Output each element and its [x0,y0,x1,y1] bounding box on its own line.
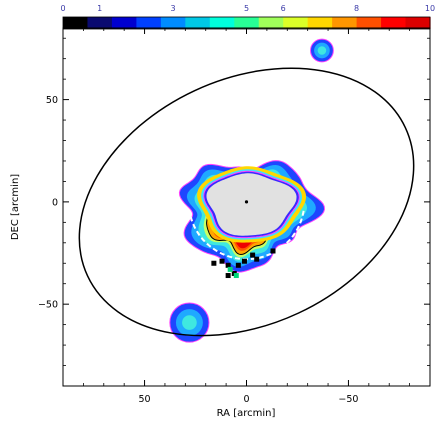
y-tick-label: 0 [52,197,58,208]
colorbar-tick-label: 5 [244,4,249,13]
colorbar-segment [160,17,186,29]
colorbar-tick-label: 1 [97,4,102,13]
black-source-marker [219,258,225,264]
y-tick-label: −50 [38,300,58,311]
colorbar-tick-label: 8 [354,4,359,13]
black-source-marker [241,258,247,264]
emission-blob-peak [317,46,327,55]
overlays [78,67,415,337]
black-source-marker [235,262,241,268]
x-tick-label: 0 [243,394,249,405]
colorbar-segment [63,17,89,29]
center-marker [244,200,249,204]
green-source-marker [233,273,239,279]
colorbar-tick-label: 6 [281,4,286,13]
plot-area: 50 0 −50 50 0 −50 [38,27,431,405]
colorbar-tick-label: 3 [171,4,176,13]
colorbar-segment [209,17,235,29]
colorbar-tick-label: 0 [60,4,65,13]
colorbar-segment [405,17,431,29]
colorbar-segment [234,17,260,29]
y-tick-label: 50 [46,95,58,106]
central-hole [206,173,297,236]
colorbar: 0 1 3 5 6 8 10 [60,4,435,30]
colorbar-segment [356,17,382,29]
black-source-marker [254,256,260,262]
colorbar-segment [111,17,137,29]
black-source-marker [225,273,231,279]
axis-ticks: 50 0 −50 50 0 −50 [38,28,430,405]
colorbar-segment [307,17,333,29]
colorbar-segment [258,17,284,29]
ellipse-region [78,67,415,337]
black-source-marker [225,262,231,268]
black-source-marker [250,252,256,258]
emission-map [169,38,334,343]
green-source-marker [227,266,233,272]
colorbar-tick-label: 10 [425,4,435,13]
colorbar-segment [87,17,113,29]
black-source-marker [270,248,276,254]
colorbar-segment [136,17,162,29]
x-tick-label: −50 [338,394,358,405]
colorbar-segment [185,17,211,29]
y-axis-label: DEC [arcmin] [10,174,21,240]
black-source-marker [211,260,217,266]
x-tick-label: 50 [139,394,151,405]
emission-blob-peak [182,315,197,330]
colorbar-segment [283,17,309,29]
x-axis-label: RA [arcmin] [217,408,276,419]
colorbar-segment [381,17,407,29]
colorbar-segment [332,17,358,29]
